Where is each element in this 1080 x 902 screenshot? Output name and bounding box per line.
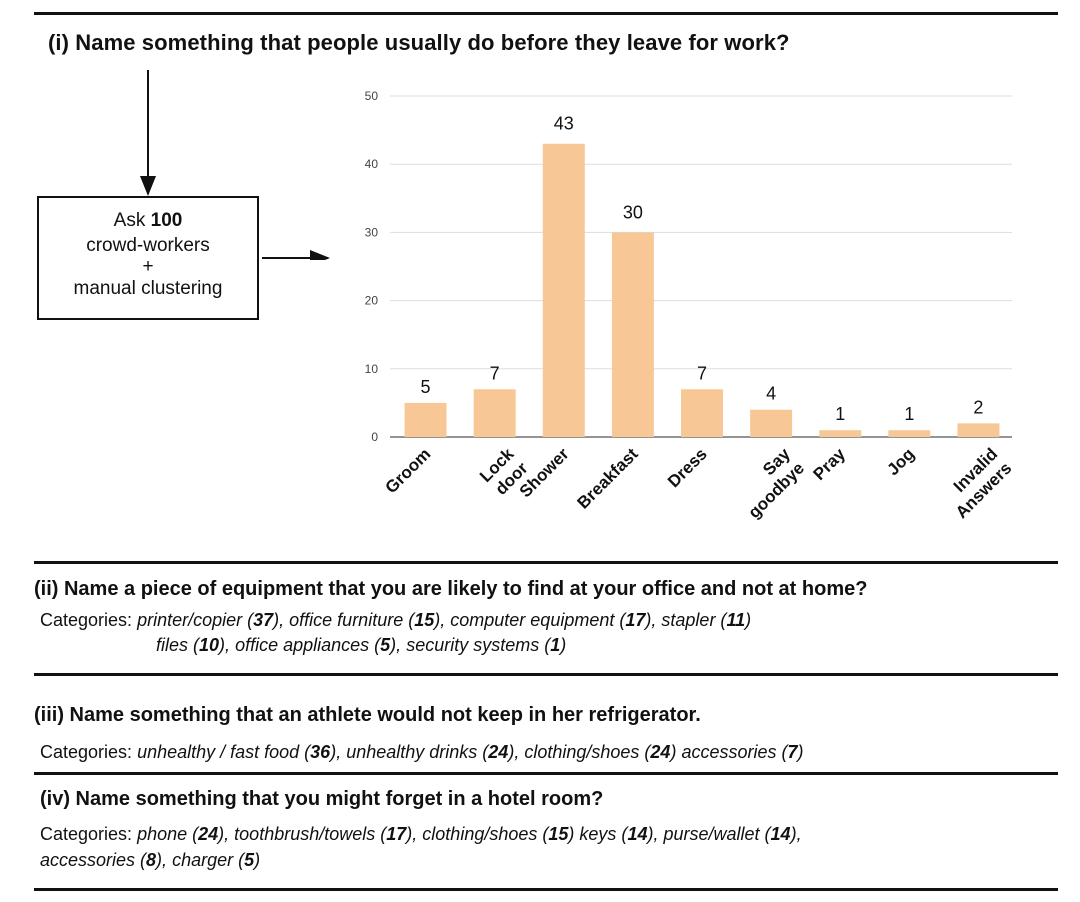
category-item: computer equipment (17)	[450, 610, 652, 630]
question-4-items-1: phone (24), toothbrush/towels (17), clot…	[137, 824, 802, 844]
question-3-items: unhealthy / fast food (36), unhealthy dr…	[137, 742, 804, 762]
bar	[404, 402, 447, 437]
category-count: 15	[414, 610, 435, 630]
data-label: 43	[554, 114, 574, 134]
category-item: stapler (11)	[661, 610, 752, 630]
category-item: clothing/shoes (24)	[524, 742, 677, 762]
x-tick-label: Saygoodbye	[730, 444, 808, 522]
question-2-title: (ii) Name a piece of equipment that you …	[34, 578, 868, 600]
x-tick-label: InvalidAnswers	[938, 444, 1016, 522]
category-item: office furniture (15)	[289, 610, 441, 630]
question-4-title: (iv) Name something that you might forge…	[40, 788, 604, 810]
category-count: 36	[310, 742, 331, 762]
category-item: keys (14)	[579, 824, 654, 844]
category-item: phone (24)	[137, 824, 225, 844]
y-tick-label: 20	[365, 294, 379, 308]
category-count: 24	[650, 742, 671, 762]
question-2-items-1: printer/copier (37), office furniture (1…	[137, 610, 752, 630]
question-3-title: (iii) Name something that an athlete wou…	[34, 704, 701, 726]
question-4-categories-line-2: accessories (8), charger (5)	[40, 848, 260, 873]
flow-arrows	[140, 70, 330, 260]
data-label: 4	[766, 384, 776, 404]
x-tick-label: Pray	[810, 444, 850, 484]
y-tick-label: 50	[365, 89, 379, 103]
y-tick-label: 0	[371, 430, 378, 444]
category-count: 24	[488, 742, 509, 762]
category-count: 7	[787, 742, 798, 762]
bar	[611, 232, 654, 437]
category-count: 17	[625, 610, 646, 630]
divider-4	[34, 772, 1058, 775]
data-label: 30	[623, 202, 643, 222]
category-item: toothbrush/towels (17)	[234, 824, 413, 844]
question-3-categories: Categories: unhealthy / fast food (36), …	[40, 742, 804, 762]
bar	[888, 430, 931, 437]
category-count: 37	[253, 610, 274, 630]
category-item: printer/copier (37)	[137, 610, 280, 630]
y-tick-label: 30	[365, 225, 379, 239]
x-tick-label: Breakfast	[573, 444, 641, 512]
question-2-categories-line-2: files (10), office appliances (5), secur…	[156, 633, 566, 658]
divider-2	[34, 561, 1058, 564]
category-count: 8	[146, 850, 157, 870]
category-count: 5	[244, 850, 255, 870]
ask-crowd-workers-box: Ask 100 crowd-workers + manual clusterin…	[37, 196, 259, 320]
data-label: 7	[490, 363, 500, 383]
bar	[473, 389, 516, 437]
bottom-divider	[34, 888, 1058, 891]
data-label: 1	[835, 404, 845, 424]
category-count: 15	[548, 824, 569, 844]
question-4-items-2: accessories (8), charger (5)	[40, 850, 261, 870]
data-label: 2	[973, 397, 983, 417]
category-item: unhealthy drinks (24)	[346, 742, 515, 762]
ask-line-1: Ask 100	[113, 210, 183, 231]
question-2-categories-line-1: Categories: printer/copier (37), office …	[40, 610, 752, 630]
y-tick-label: 10	[365, 362, 379, 376]
category-count: 5	[380, 635, 391, 655]
bar	[957, 423, 1000, 437]
ask-line-4: manual clustering	[73, 278, 223, 299]
category-count: 14	[770, 824, 791, 844]
bar	[819, 430, 862, 437]
data-label: 7	[697, 363, 707, 383]
data-label: 1	[904, 404, 914, 424]
category-item: files (10)	[156, 635, 226, 655]
ask-line-2: crowd-workers	[86, 235, 210, 256]
category-item: charger (5)	[172, 850, 261, 870]
data-label: 5	[421, 377, 431, 397]
bar	[681, 389, 723, 437]
category-count: 1	[550, 635, 561, 655]
category-item: accessories (7)	[681, 742, 804, 762]
x-tick-label: Jog	[883, 444, 918, 479]
question-4-categories-line-1: Categories: phone (24), toothbrush/towel…	[40, 824, 802, 844]
category-count: 14	[627, 824, 648, 844]
category-item: security systems (1)	[406, 635, 567, 655]
bar	[750, 409, 793, 437]
y-tick-label: 40	[365, 157, 379, 171]
bar-chart: 010203040505Groom7Lockdoor43Shower30Brea…	[365, 89, 1016, 522]
category-item: accessories (8)	[40, 850, 163, 870]
category-count: 10	[199, 635, 220, 655]
ask-line-3: +	[142, 256, 154, 277]
category-item: purse/wallet (14)	[663, 824, 797, 844]
category-item: office appliances (5)	[235, 635, 397, 655]
category-count: 17	[386, 824, 407, 844]
top-divider	[34, 12, 1058, 15]
divider-3	[34, 673, 1058, 676]
category-count: 11	[726, 610, 746, 630]
category-count: 24	[198, 824, 219, 844]
x-tick-label: Groom	[382, 444, 435, 497]
question-2-items-2: files (10), office appliances (5), secur…	[156, 635, 567, 655]
category-item: clothing/shoes (15)	[422, 824, 575, 844]
category-item: unhealthy / fast food (36)	[137, 742, 337, 762]
question-1-title: (i) Name something that people usually d…	[48, 30, 790, 55]
x-tick-label: Dress	[664, 444, 711, 491]
bar	[542, 143, 585, 438]
